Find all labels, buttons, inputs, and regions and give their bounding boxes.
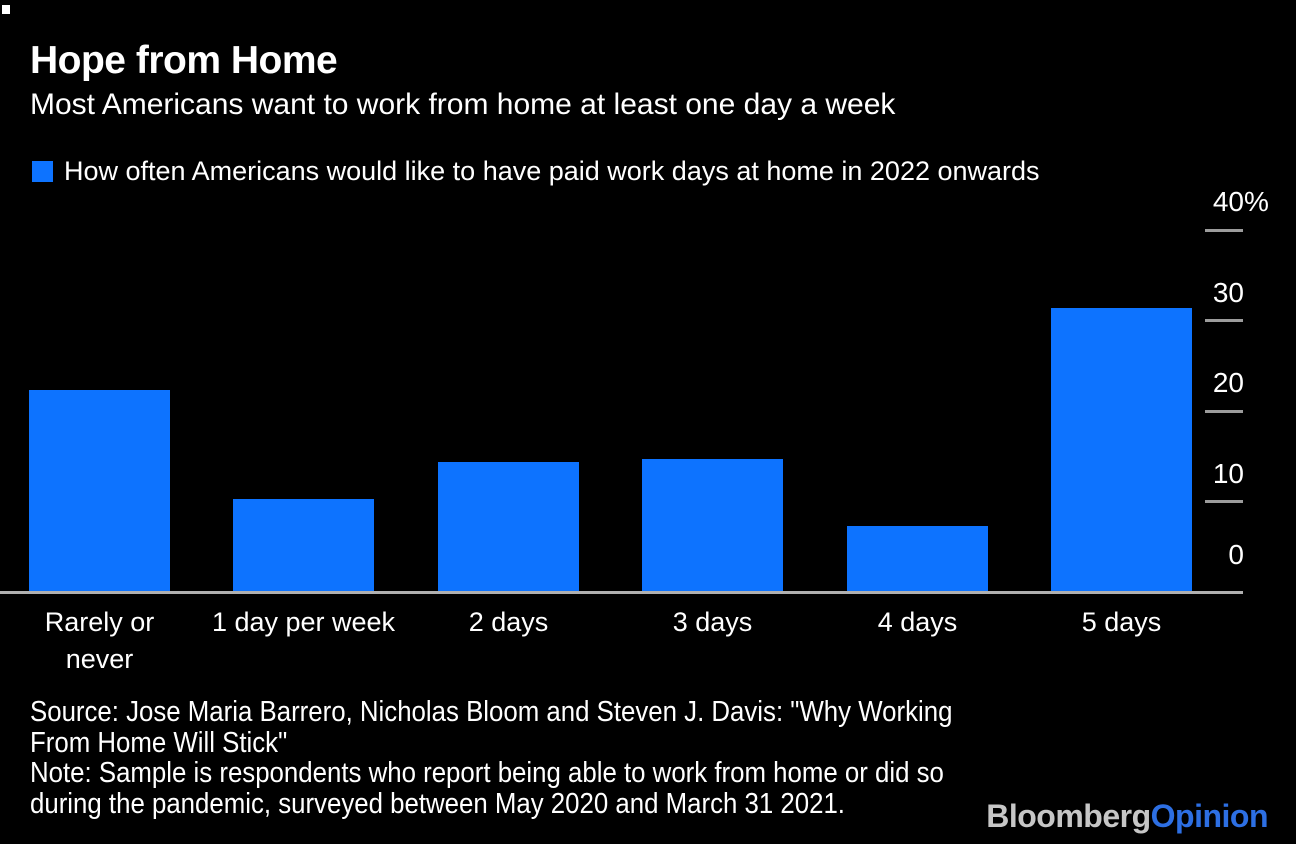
bar-4 <box>642 459 783 591</box>
legend: How often Americans would like to have p… <box>32 157 1040 186</box>
x-axis-label: Rarely or never <box>44 607 155 674</box>
source-line: Source: Jose Maria Barrero, Nicholas Blo… <box>30 696 953 728</box>
legend-label: How often Americans would like to have p… <box>64 156 1040 186</box>
chart-subtitle: Most Americans want to work from home at… <box>30 88 896 121</box>
x-axis-label: 3 days <box>672 607 753 637</box>
bar-1 <box>29 390 170 591</box>
bar-2 <box>233 499 374 591</box>
y-axis-tick <box>1205 500 1243 503</box>
y-axis-label: 20 <box>1212 367 1244 398</box>
chart-title: Hope from Home <box>30 39 338 82</box>
brand-bloomberg: Bloomberg <box>986 798 1151 834</box>
footer: Source: Jose Maria Barrero, Nicholas Blo… <box>30 697 952 819</box>
y-axis-tick <box>1205 319 1243 322</box>
bar-6 <box>1051 308 1192 591</box>
x-axis-label: 1 day per week <box>211 607 396 637</box>
y-axis-label: 0 <box>1228 539 1244 570</box>
x-axis-line <box>0 591 1243 594</box>
y-axis-tick <box>1205 229 1243 232</box>
y-axis-label: 10 <box>1212 458 1244 489</box>
note-line: during the pandemic, surveyed between Ma… <box>30 787 845 820</box>
y-axis-label: 40% <box>1212 186 1269 217</box>
bar-5 <box>847 526 988 591</box>
legend-swatch-icon <box>32 161 53 182</box>
source-line: From Home Will Stick" <box>30 726 288 759</box>
x-axis-label: 2 days <box>468 607 549 637</box>
brand-opinion: Opinion <box>1150 798 1269 834</box>
x-axis-label: 5 days <box>1081 607 1162 637</box>
corner-tick <box>2 5 10 14</box>
y-axis-label: 30 <box>1212 277 1244 308</box>
bar-3 <box>438 462 579 591</box>
y-axis-tick <box>1205 410 1243 413</box>
brand-logo: BloombergOpinion <box>986 799 1268 833</box>
note-line: Note: Sample is respondents who report b… <box>30 757 944 790</box>
x-axis-label: 4 days <box>877 607 958 637</box>
